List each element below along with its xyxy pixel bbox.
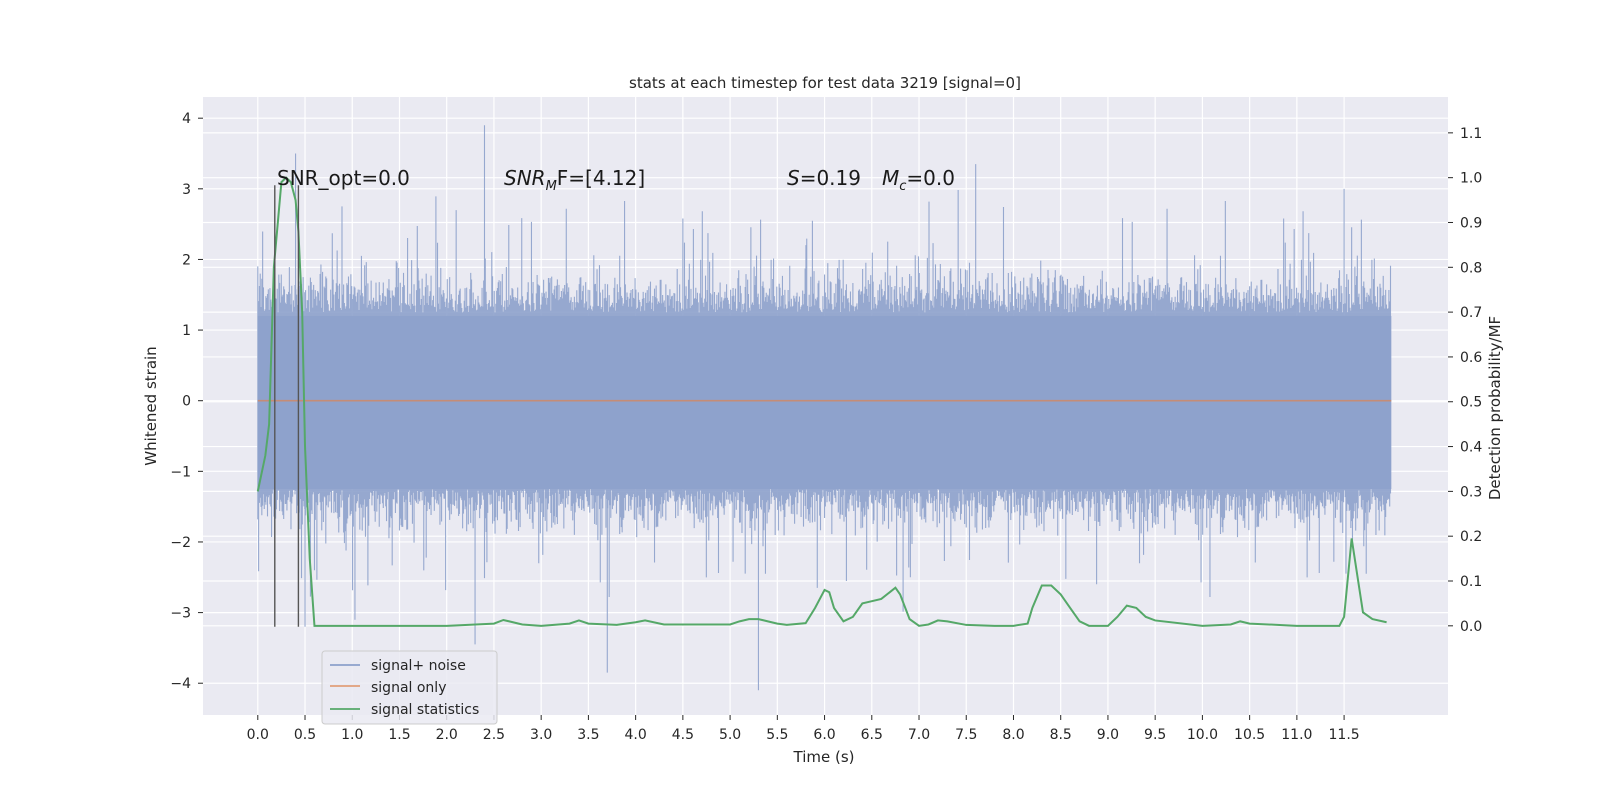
snr-mf-subscript: M	[546, 179, 557, 194]
signal-statistics-series	[256, 176, 1387, 627]
snr-mf-annotation: SNRMF=[4.12]	[504, 166, 645, 194]
x-tick-label: 7.5	[955, 727, 977, 743]
x-tick-label: 1.0	[341, 727, 363, 743]
y-right-tick-label: 0.0	[1460, 619, 1482, 635]
y-tick-label: −2	[170, 535, 191, 551]
x-tick-label: 11.0	[1281, 727, 1312, 743]
y-tick-label: 3	[182, 182, 191, 198]
y-tick-label: −1	[170, 464, 191, 480]
snr-opt-annotation: SNR_opt=0.0	[277, 166, 410, 190]
x-tick-label: 3.5	[577, 727, 599, 743]
mc-value: =0.0	[906, 166, 955, 190]
signal-statistics-line	[256, 176, 1387, 627]
y-right-tick-label: 1.1	[1460, 126, 1482, 142]
x-tick-label: 0.5	[294, 727, 316, 743]
x-tick-label: 8.0	[1002, 727, 1024, 743]
y-tick-labels: 4 3 2 1 0 −1 −2 −3 −4	[170, 111, 203, 692]
x-tick-label: 4.0	[624, 727, 646, 743]
legend-label-signal-statistics: signal statistics	[371, 702, 479, 718]
legend-box	[321, 650, 498, 725]
s-label: S	[787, 166, 800, 190]
x-tick-label: 9.5	[1144, 727, 1166, 743]
s-value: =0.19	[800, 166, 861, 190]
y-right-tick-label: 1.0	[1460, 171, 1482, 187]
signal-noise-series	[257, 125, 1392, 691]
mc-annotation: Mc=0.0	[882, 166, 955, 194]
y-right-tick-label: 0.2	[1460, 529, 1482, 545]
x-tick-label: 10.0	[1187, 727, 1218, 743]
x-tick-label: 9.0	[1097, 727, 1119, 743]
x-tick-label: 0.0	[247, 727, 269, 743]
y-tick-label: 0	[182, 394, 191, 410]
signal-noise-core	[257, 315, 1392, 489]
snr-mf-value: F=[4.12]	[557, 166, 645, 190]
vertical-markers	[274, 185, 300, 627]
legend: signal+ noise signal only signal statist…	[321, 650, 498, 725]
y-right-tick-label: 0.4	[1460, 440, 1482, 456]
x-tick-label: 3.0	[530, 727, 552, 743]
snr-mf-label: SNR	[504, 166, 546, 190]
y-right-tick-label: 0.5	[1460, 395, 1482, 411]
y-right-tick-label: 0.3	[1460, 484, 1482, 500]
mc-subscript: c	[899, 179, 906, 194]
y-tick-label: 2	[182, 252, 191, 268]
x-tick-label: 6.5	[861, 727, 883, 743]
x-tick-label: 6.0	[813, 727, 835, 743]
y-tick-label: 4	[182, 111, 191, 127]
y-right-tick-label: 0.9	[1460, 215, 1482, 231]
y-right-axis-label: Detection probability/MF	[1486, 316, 1504, 500]
x-tick-label: 5.5	[766, 727, 788, 743]
x-tick-label: 8.5	[1050, 727, 1072, 743]
y-right-tick-label: 0.7	[1460, 305, 1482, 321]
x-axis-label: Time (s)	[793, 748, 855, 766]
x-tick-label: 4.5	[672, 727, 694, 743]
x-tick-label: 10.5	[1234, 727, 1265, 743]
x-tick-label: 7.0	[908, 727, 930, 743]
y-tick-label: 1	[182, 323, 191, 339]
y-right-tick-labels: 1.1 1.0 0.9 0.8 0.7 0.6 0.5 0.4 0.3 0.2 0.1 0.0	[1448, 126, 1482, 635]
y-right-tick-label: 0.6	[1460, 350, 1482, 366]
x-tick-label: 2.5	[483, 727, 505, 743]
s-annotation: S=0.19	[787, 166, 861, 190]
x-tick-label: 2.0	[436, 727, 458, 743]
legend-label-signal-noise: signal+ noise	[371, 658, 466, 674]
x-tick-label: 11.5	[1329, 727, 1360, 743]
x-tick-label: 1.5	[388, 727, 410, 743]
y-axis-label: Whitened strain	[142, 346, 160, 465]
x-tick-label: 5.0	[719, 727, 741, 743]
x-tick-labels: 0.0 0.5 1.0 1.5 2.0 2.5 3.0 3.5 4.0 4.5 5.0 5.5 6.0 6…	[247, 715, 1360, 743]
y-tick-label: −4	[170, 676, 191, 692]
y-tick-label: −3	[170, 606, 191, 622]
y-right-tick-label: 0.1	[1460, 574, 1482, 590]
y-right-tick-label: 0.8	[1460, 260, 1482, 276]
legend-label-signal-only: signal only	[371, 680, 446, 696]
chart-title: stats at each timestep for test data 321…	[629, 74, 1021, 92]
mc-label: M	[882, 166, 899, 190]
